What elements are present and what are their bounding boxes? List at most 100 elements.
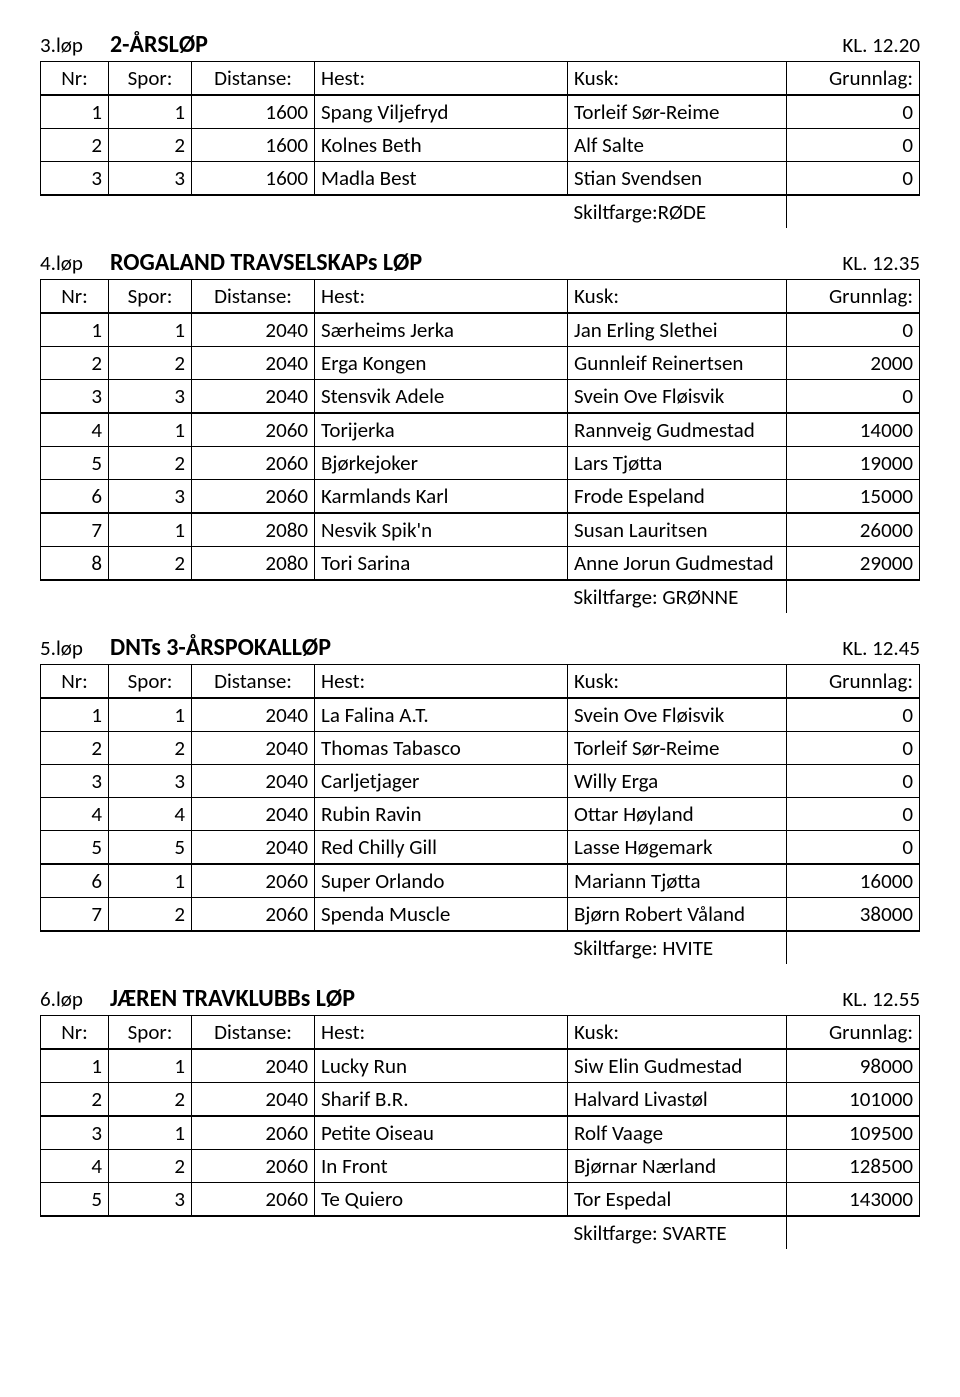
- header-nr: Nr:: [41, 280, 109, 314]
- cell-nr: 7: [41, 898, 109, 932]
- cell-nr: 2: [41, 129, 109, 162]
- cell-nr: 2: [41, 347, 109, 380]
- cell-kusk: Jan Erling Slethei: [568, 313, 787, 347]
- cell-dist: 2060: [192, 1116, 315, 1150]
- header-dist: Distanse:: [192, 665, 315, 699]
- cell-kusk: Anne Jorun Gudmestad: [568, 547, 787, 581]
- race-block: 5.løpDNTs 3-ÅRSPOKALLØPKL. 12.45Nr:Spor:…: [40, 633, 920, 964]
- cell-hest: Kolnes Beth: [315, 129, 568, 162]
- cell-nr: 5: [41, 831, 109, 865]
- race-header: 4.løpROGALAND TRAVSELSKAPs LØPKL. 12.35: [40, 248, 920, 277]
- race-table: Nr:Spor:Distanse:Hest:Kusk:Grunnlag:1120…: [40, 664, 920, 964]
- cell-spor: 3: [109, 380, 192, 414]
- empty-cell: [787, 195, 920, 228]
- empty-cell: [315, 580, 568, 613]
- header-hest: Hest:: [315, 62, 568, 96]
- cell-gr: 0: [787, 313, 920, 347]
- cell-gr: 15000: [787, 480, 920, 514]
- cell-nr: 1: [41, 95, 109, 129]
- race-time: KL. 12.35: [790, 250, 920, 276]
- table-row: 552040Red Chilly GillLasse Høgemark0: [41, 831, 920, 865]
- cell-hest: Lucky Run: [315, 1049, 568, 1083]
- cell-nr: 1: [41, 698, 109, 732]
- header-gr: Grunnlag:: [787, 665, 920, 699]
- cell-spor: 3: [109, 480, 192, 514]
- header-hest: Hest:: [315, 665, 568, 699]
- cell-dist: 2060: [192, 1150, 315, 1183]
- race-time: KL. 12.45: [790, 635, 920, 661]
- cell-kusk: Halvard Livastøl: [568, 1083, 787, 1117]
- cell-hest: Karmlands Karl: [315, 480, 568, 514]
- cell-dist: 1600: [192, 95, 315, 129]
- cell-gr: 2000: [787, 347, 920, 380]
- cell-nr: 3: [41, 162, 109, 196]
- table-row: 112040Lucky RunSiw Elin Gudmestad98000: [41, 1049, 920, 1083]
- cell-spor: 3: [109, 765, 192, 798]
- cell-nr: 6: [41, 864, 109, 898]
- header-dist: Distanse:: [192, 1016, 315, 1050]
- empty-cell: [192, 1216, 315, 1249]
- cell-hest: Madla Best: [315, 162, 568, 196]
- cell-gr: 0: [787, 162, 920, 196]
- cell-nr: 2: [41, 1083, 109, 1117]
- cell-nr: 4: [41, 1150, 109, 1183]
- race-title: JÆREN TRAVKLUBBs LØP: [110, 984, 790, 1013]
- empty-cell: [192, 580, 315, 613]
- header-kusk: Kusk:: [568, 665, 787, 699]
- header-kusk: Kusk:: [568, 1016, 787, 1050]
- cell-kusk: Susan Lauritsen: [568, 513, 787, 547]
- empty-cell: [41, 580, 109, 613]
- table-row: 632060Karmlands KarlFrode Espeland15000: [41, 480, 920, 514]
- cell-gr: 0: [787, 798, 920, 831]
- header-kusk: Kusk:: [568, 62, 787, 96]
- cell-kusk: Rolf Vaage: [568, 1116, 787, 1150]
- race-number-label: 4.løp: [40, 250, 110, 276]
- cell-kusk: Mariann Tjøtta: [568, 864, 787, 898]
- race-number-label: 6.løp: [40, 986, 110, 1012]
- cell-nr: 1: [41, 313, 109, 347]
- cell-hest: Nesvik Spik'n: [315, 513, 568, 547]
- table-row: 412060TorijerkaRannveig Gudmestad14000: [41, 413, 920, 447]
- cell-kusk: Torleif Sør-Reime: [568, 732, 787, 765]
- cell-kusk: Frode Espeland: [568, 480, 787, 514]
- cell-spor: 2: [109, 547, 192, 581]
- cell-spor: 2: [109, 129, 192, 162]
- empty-cell: [315, 931, 568, 964]
- header-spor: Spor:: [109, 62, 192, 96]
- cell-kusk: Torleif Sør-Reime: [568, 95, 787, 129]
- header-dist: Distanse:: [192, 62, 315, 96]
- skilt-label: Skiltfarge: GRØNNE: [568, 580, 787, 613]
- table-row: 112040Særheims JerkaJan Erling Slethei0: [41, 313, 920, 347]
- cell-hest: Rubin Ravin: [315, 798, 568, 831]
- skilt-label: Skiltfarge: HVITE: [568, 931, 787, 964]
- cell-spor: 1: [109, 513, 192, 547]
- cell-nr: 3: [41, 765, 109, 798]
- race-number-label: 5.løp: [40, 635, 110, 661]
- header-spor: Spor:: [109, 280, 192, 314]
- cell-kusk: Svein Ove Fløisvik: [568, 698, 787, 732]
- empty-cell: [109, 580, 192, 613]
- cell-dist: 2080: [192, 513, 315, 547]
- empty-cell: [787, 931, 920, 964]
- cell-nr: 2: [41, 732, 109, 765]
- cell-gr: 29000: [787, 547, 920, 581]
- table-row: 442040Rubin RavinOttar Høyland0: [41, 798, 920, 831]
- cell-kusk: Alf Salte: [568, 129, 787, 162]
- cell-dist: 2040: [192, 380, 315, 414]
- cell-kusk: Tor Espedal: [568, 1183, 787, 1217]
- cell-gr: 19000: [787, 447, 920, 480]
- cell-nr: 4: [41, 798, 109, 831]
- cell-kusk: Svein Ove Fløisvik: [568, 380, 787, 414]
- table-header-row: Nr:Spor:Distanse:Hest:Kusk:Grunnlag:: [41, 280, 920, 314]
- header-dist: Distanse:: [192, 280, 315, 314]
- cell-gr: 98000: [787, 1049, 920, 1083]
- cell-dist: 2040: [192, 831, 315, 865]
- empty-cell: [787, 1216, 920, 1249]
- cell-spor: 2: [109, 447, 192, 480]
- cell-dist: 2060: [192, 480, 315, 514]
- header-hest: Hest:: [315, 1016, 568, 1050]
- table-row: 331600Madla BestStian Svendsen0: [41, 162, 920, 196]
- cell-dist: 2060: [192, 413, 315, 447]
- race-block: 6.løpJÆREN TRAVKLUBBs LØPKL. 12.55Nr:Spo…: [40, 984, 920, 1249]
- table-row: 822080Tori SarinaAnne Jorun Gudmestad290…: [41, 547, 920, 581]
